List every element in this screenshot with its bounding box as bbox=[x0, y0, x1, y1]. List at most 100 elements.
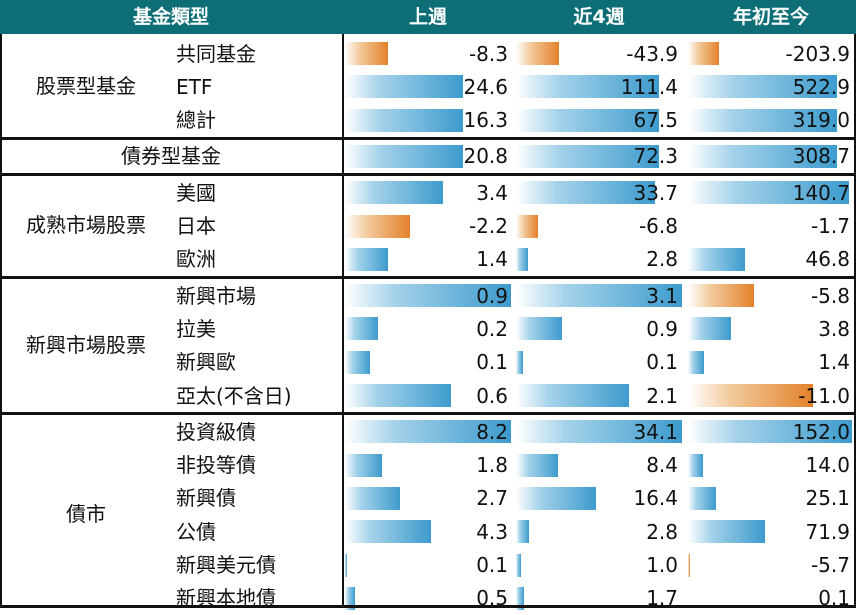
data-bar bbox=[688, 181, 849, 205]
data-bar bbox=[345, 75, 463, 99]
header-last-week: 上週 bbox=[408, 6, 447, 28]
data-bar bbox=[345, 420, 511, 444]
row-label: 歐洲 bbox=[176, 247, 216, 272]
cell-value: 152.0 bbox=[792, 419, 850, 444]
cell-value: -5.8 bbox=[810, 283, 850, 308]
cell-value: -43.9 bbox=[626, 41, 678, 66]
data-bar bbox=[516, 181, 656, 205]
data-bar bbox=[688, 553, 690, 577]
cell-value: 71.9 bbox=[805, 519, 850, 544]
cell-value: 67.5 bbox=[633, 108, 678, 133]
cell-value: 4.3 bbox=[476, 519, 508, 544]
table-header: 基金類型 上週 近4週 年初至今 bbox=[0, 0, 856, 34]
cell-value: 1.0 bbox=[646, 553, 678, 577]
cell-value: 0.1 bbox=[646, 350, 678, 375]
data-bar bbox=[688, 453, 703, 477]
cell-value: 25.1 bbox=[805, 486, 850, 511]
cell-value: -8.3 bbox=[468, 41, 508, 66]
row-label: 投資級債 bbox=[176, 419, 256, 444]
cell-value: 2.8 bbox=[646, 247, 678, 272]
data-bar bbox=[688, 317, 731, 341]
data-bar bbox=[516, 453, 558, 477]
data-bar bbox=[345, 214, 410, 238]
row-label: 日本 bbox=[176, 214, 216, 238]
data-bar bbox=[516, 350, 523, 374]
data-bar bbox=[688, 108, 838, 132]
cell-value: 1.4 bbox=[476, 247, 508, 272]
data-bar bbox=[516, 247, 528, 271]
cell-value: 0.5 bbox=[476, 586, 508, 611]
table-bottom-border bbox=[0, 605, 856, 608]
cell-value: 24.6 bbox=[463, 74, 508, 99]
cell-value: -11.0 bbox=[798, 383, 850, 408]
cell-value: 0.2 bbox=[476, 316, 508, 341]
data-bar bbox=[516, 317, 563, 341]
data-bar bbox=[345, 108, 463, 132]
data-bar bbox=[516, 520, 530, 544]
cell-value: 8.4 bbox=[646, 453, 678, 478]
row-label: 共同基金 bbox=[176, 41, 256, 66]
cell-value: 0.1 bbox=[476, 350, 508, 375]
row-label: 公債 bbox=[176, 519, 216, 544]
data-bar bbox=[688, 420, 852, 444]
cell-value: -2.2 bbox=[468, 214, 508, 238]
data-bar bbox=[345, 553, 347, 577]
data-bar bbox=[688, 520, 766, 544]
column-divider bbox=[342, 34, 344, 608]
data-bar bbox=[345, 247, 389, 271]
cell-value: 522.9 bbox=[792, 74, 850, 99]
data-bar bbox=[516, 284, 682, 308]
cell-value: 0.9 bbox=[476, 283, 508, 308]
group-divider bbox=[0, 173, 856, 177]
data-bar bbox=[688, 284, 754, 308]
row-label: 亞太(不含日) bbox=[176, 383, 292, 408]
group-divider bbox=[0, 412, 856, 416]
cell-value: 2.7 bbox=[476, 486, 508, 511]
data-bar bbox=[688, 247, 746, 271]
cell-value: 0.9 bbox=[646, 316, 678, 341]
cell-value: 2.1 bbox=[646, 383, 678, 408]
cell-value: 3.1 bbox=[646, 283, 678, 308]
data-bar bbox=[345, 520, 432, 544]
group-label: 債券型基金 bbox=[121, 143, 221, 168]
data-bar bbox=[345, 486, 400, 510]
data-bar bbox=[516, 486, 596, 510]
cell-value: 16.4 bbox=[633, 486, 678, 511]
data-bar bbox=[688, 486, 716, 510]
cell-value: -1.7 bbox=[810, 214, 850, 238]
data-bar bbox=[516, 75, 659, 99]
data-bar bbox=[345, 42, 389, 65]
data-bar bbox=[345, 284, 511, 308]
cell-value: 3.8 bbox=[818, 316, 850, 341]
data-bar bbox=[345, 144, 463, 168]
row-label: 新興美元債 bbox=[176, 553, 276, 577]
row-label: 新興市場 bbox=[176, 283, 256, 308]
data-bar bbox=[688, 75, 838, 99]
cell-value: 308.7 bbox=[792, 144, 850, 169]
data-bar bbox=[345, 384, 452, 407]
data-bar bbox=[516, 42, 560, 65]
data-bar bbox=[516, 553, 521, 577]
data-bar bbox=[516, 144, 659, 168]
group-divider bbox=[0, 136, 856, 140]
data-bar bbox=[516, 420, 682, 444]
data-bar bbox=[345, 317, 379, 341]
cell-value: 8.2 bbox=[476, 419, 508, 444]
row-label: 新興本地債 bbox=[176, 586, 276, 611]
cell-value: 16.3 bbox=[463, 108, 508, 133]
cell-value: 111.4 bbox=[620, 74, 678, 99]
cell-value: 1.4 bbox=[818, 350, 850, 375]
row-label: 非投等債 bbox=[176, 453, 256, 478]
group-divider bbox=[0, 276, 856, 280]
data-bar bbox=[345, 181, 443, 205]
row-label: 新興債 bbox=[176, 486, 236, 511]
cell-value: 2.8 bbox=[646, 519, 678, 544]
group-label: 成熟市場股票 bbox=[26, 213, 146, 238]
data-bar bbox=[688, 42, 720, 65]
cell-value: -6.8 bbox=[638, 214, 678, 238]
data-bar bbox=[688, 350, 705, 374]
cell-value: 140.7 bbox=[792, 180, 850, 205]
row-label: 美國 bbox=[176, 180, 216, 205]
cell-value: 34.1 bbox=[633, 419, 678, 444]
row-label: 拉美 bbox=[176, 316, 216, 341]
